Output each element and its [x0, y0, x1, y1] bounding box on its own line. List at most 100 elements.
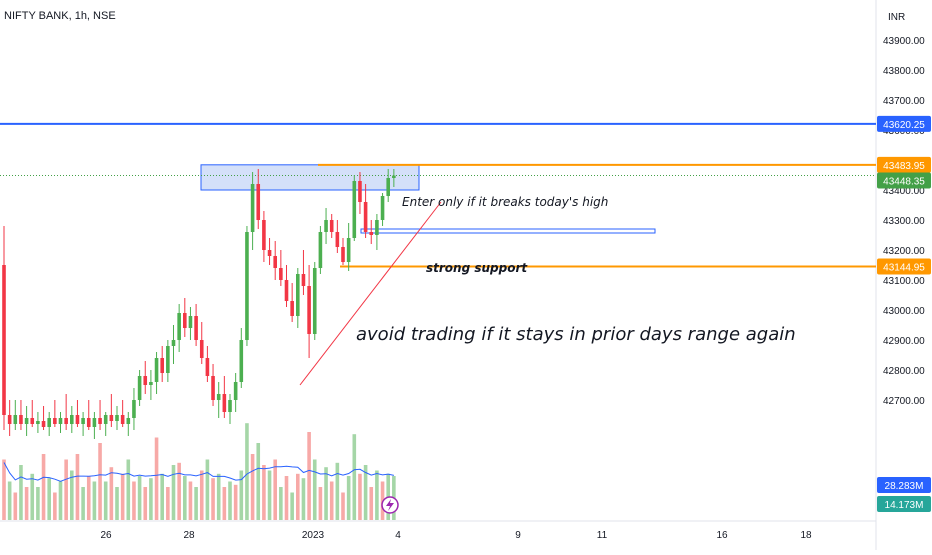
volume-bar: [30, 473, 35, 520]
vol-tag: 14.173M: [877, 496, 931, 512]
current-price-tag-text: 43448.35: [883, 176, 925, 187]
candle-body: [92, 418, 97, 427]
volume-bar: [115, 487, 119, 520]
volume-bar: [329, 481, 334, 520]
candle-body: [120, 415, 125, 424]
candle-body: [245, 232, 249, 340]
candle-body: [386, 178, 390, 196]
volume-bar: [75, 454, 80, 520]
volume-bar: [262, 465, 266, 520]
resistance-price-tag: 43620.25: [877, 115, 931, 132]
candle-body: [363, 202, 368, 232]
volume-bar: [109, 467, 114, 520]
flash-icon-bolt: [386, 499, 394, 511]
volume-bar: [324, 467, 328, 520]
volume-bar: [318, 487, 323, 520]
y-tick-label: 43000.00: [883, 306, 925, 317]
candle-body: [279, 268, 283, 280]
volume-bar: [216, 473, 221, 520]
lower-price-tag: 43144.95: [877, 258, 931, 275]
volume-bar: [64, 459, 68, 520]
candle-body: [199, 340, 204, 358]
volume-bar: [149, 478, 153, 520]
candle-body: [239, 340, 244, 382]
candle-body: [352, 181, 357, 238]
volume-bar: [53, 492, 57, 520]
candle-body: [7, 415, 12, 424]
volume-bar: [183, 476, 187, 520]
volume-bar: [358, 473, 362, 520]
x-tick-label: 16: [716, 530, 728, 541]
volume-bar: [103, 481, 108, 520]
candle-body: [375, 220, 379, 235]
candle-body: [188, 316, 193, 328]
volume-bar: [239, 470, 244, 520]
candle-body: [24, 418, 29, 424]
candle-body: [70, 415, 74, 424]
candle-body: [154, 358, 159, 382]
candle-body: [318, 232, 323, 268]
volume-bar: [290, 492, 294, 520]
volume-bar: [177, 462, 181, 520]
resistance-price-tag-text: 43620.25: [883, 120, 925, 131]
candle-body: [329, 220, 334, 232]
candle-body: [143, 376, 148, 385]
volume-bar: [86, 476, 91, 520]
volume-bar: [137, 476, 142, 520]
volume-bar: [2, 459, 6, 520]
candle-body: [273, 256, 277, 268]
candle-body: [205, 358, 210, 376]
vol-ma-tag-bg: [877, 477, 931, 493]
volume-bar: [233, 484, 238, 520]
candle-body: [312, 268, 317, 334]
candle-body: [301, 274, 306, 286]
candle-body: [81, 418, 85, 424]
chart-title: NIFTY BANK, 1h, NSE: [4, 10, 116, 22]
volume-bar: [222, 487, 227, 520]
x-tick-label: 28: [183, 530, 195, 541]
annotation-range: avoid trading if it stays in prior days …: [356, 324, 796, 345]
volume-bar: [256, 443, 261, 520]
volume-bar: [267, 470, 272, 520]
candle-body: [98, 418, 102, 424]
candle-body: [58, 418, 63, 424]
x-tick-label: 26: [100, 530, 112, 541]
volume-bar: [188, 481, 193, 520]
candle-body: [380, 196, 385, 220]
candle-body: [149, 382, 153, 385]
candle-body: [103, 415, 108, 424]
candle-body: [369, 232, 374, 235]
vol-ma-tag-text: 28.283M: [885, 481, 924, 492]
volume-bar: [92, 481, 97, 520]
candle-body: [126, 418, 131, 424]
upper-price-tag-bg: [877, 156, 931, 173]
candle-body: [132, 400, 136, 418]
candle-body: [346, 238, 351, 262]
volume-bar: [250, 454, 255, 520]
candle-body: [216, 394, 221, 400]
candle-body: [222, 394, 227, 412]
trendline: [299, 201, 442, 386]
annotation-breakout: Enter only if it breaks today's high: [402, 195, 608, 209]
candle-body: [358, 181, 362, 202]
y-tick-label: 43800.00: [883, 66, 925, 77]
candle-body: [307, 286, 311, 334]
candle-body: [47, 418, 51, 427]
candle-body: [30, 418, 35, 424]
volume-bar: [279, 487, 283, 520]
lower-price-tag-text: 43144.95: [883, 263, 925, 274]
candle-body: [290, 301, 294, 316]
candle-body: [392, 175, 396, 178]
y-tick-label: 43400.00: [883, 186, 925, 197]
flash-icon: [381, 496, 399, 514]
volume-bar: [228, 481, 232, 520]
volume-bar: [369, 487, 374, 520]
volume-bar: [160, 473, 164, 520]
currency-label: INR: [888, 12, 905, 23]
volume-bar: [120, 473, 125, 520]
volume-bar: [132, 481, 136, 520]
volume-bar: [126, 459, 131, 520]
volume-bar: [41, 454, 46, 520]
